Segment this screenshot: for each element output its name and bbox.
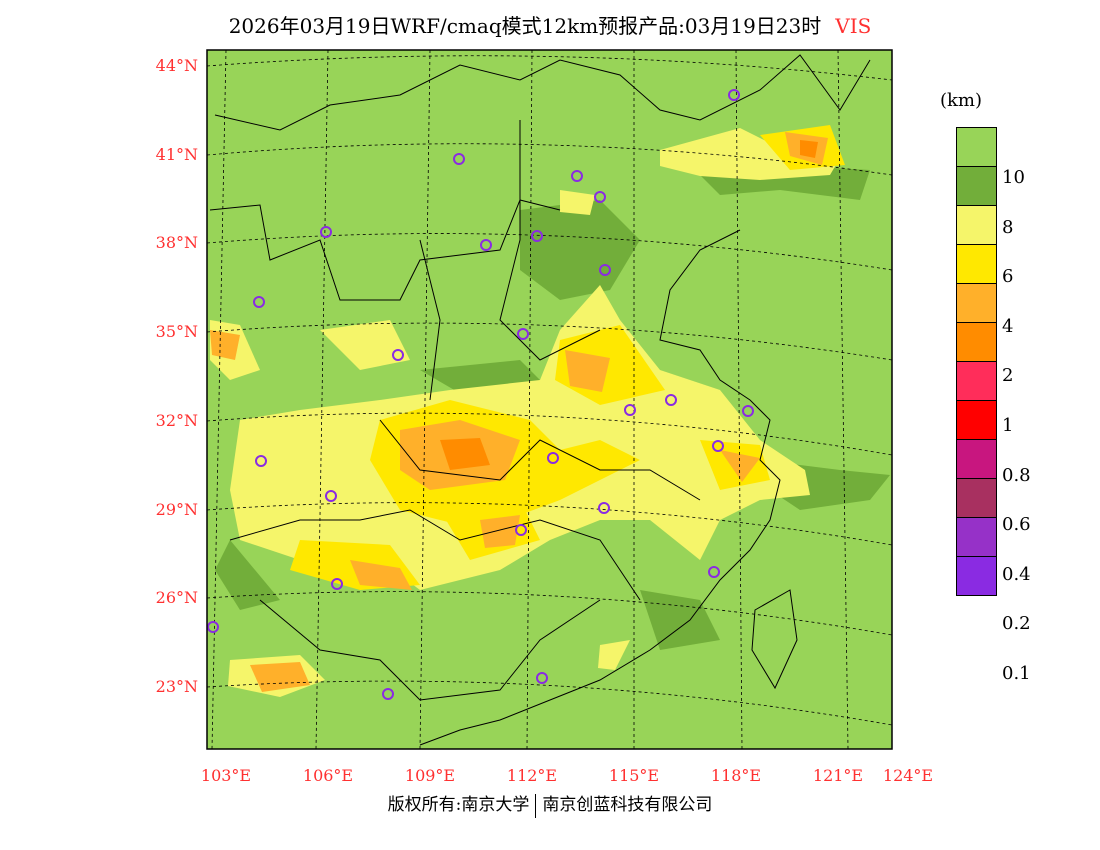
legend-unit: (km) xyxy=(940,90,983,111)
legend-label: 8 xyxy=(1002,216,1014,238)
lat-label: 29°N xyxy=(155,500,198,519)
lon-label: 106°E xyxy=(302,766,354,785)
credit-left: 版权所有:南京大学 xyxy=(387,795,530,815)
lat-label: 35°N xyxy=(155,322,198,341)
legend-label: 4 xyxy=(1002,315,1014,337)
lon-label: 124°E xyxy=(882,766,934,785)
lon-label: 103°E xyxy=(200,766,252,785)
color-bar-swatch xyxy=(957,518,996,557)
legend-label: 0.6 xyxy=(1002,514,1031,536)
boundaries xyxy=(209,54,871,746)
legend-label: 1 xyxy=(1002,415,1014,436)
lon-label: 118°E xyxy=(710,766,762,785)
color-bar-swatch xyxy=(957,206,996,245)
title-text: 2026年03月19日WRF/cmaq模式12km预报产品:03月19日23时 xyxy=(228,14,822,38)
city-markers xyxy=(207,89,754,700)
color-bar-swatch xyxy=(957,362,996,401)
credit-separator xyxy=(535,793,537,818)
lon-label: 112°E xyxy=(506,766,558,785)
legend-label: 0.4 xyxy=(1002,563,1031,585)
lat-label: 26°N xyxy=(155,588,198,607)
color-bar-swatch xyxy=(957,440,996,479)
legend-label: 0.1 xyxy=(1002,663,1031,684)
legend-label: 2 xyxy=(1002,365,1014,387)
lat-label: 41°N xyxy=(155,145,198,164)
lat-label: 38°N xyxy=(155,233,198,252)
lon-label: 121°E xyxy=(812,766,864,785)
legend-label: 6 xyxy=(1002,266,1014,288)
color-bar-swatch xyxy=(957,401,996,440)
color-bar-swatch xyxy=(957,479,996,518)
lat-label: 23°N xyxy=(155,677,198,696)
chart-title: 2026年03月19日WRF/cmaq模式12km预报产品:03月19日23时 V… xyxy=(0,10,1100,39)
legend-label: 0.8 xyxy=(1002,464,1031,486)
lon-label: 109°E xyxy=(404,766,456,785)
legend-label: 0.2 xyxy=(1002,613,1031,635)
deep-orange-areas xyxy=(440,140,818,470)
lon-label: 115°E xyxy=(608,766,660,785)
lat-label: 32°N xyxy=(155,411,198,430)
map-frame xyxy=(206,49,893,750)
color-bar-swatch xyxy=(957,167,996,206)
variable-label: VIS xyxy=(835,14,872,38)
legend-label: 10 xyxy=(1002,167,1025,188)
color-bar-swatch xyxy=(957,284,996,323)
color-bar-swatch xyxy=(957,128,996,167)
color-bar-swatch xyxy=(957,557,996,595)
color-bar-swatch xyxy=(957,323,996,362)
credit-line: 版权所有:南京大学 南京创蓝科技有限公司 xyxy=(0,790,1100,818)
color-bar xyxy=(956,127,997,596)
lat-label: 44°N xyxy=(155,56,198,75)
credit-right: 南京创蓝科技有限公司 xyxy=(542,795,713,815)
color-bar-swatch xyxy=(957,245,996,284)
graticule xyxy=(206,49,893,750)
